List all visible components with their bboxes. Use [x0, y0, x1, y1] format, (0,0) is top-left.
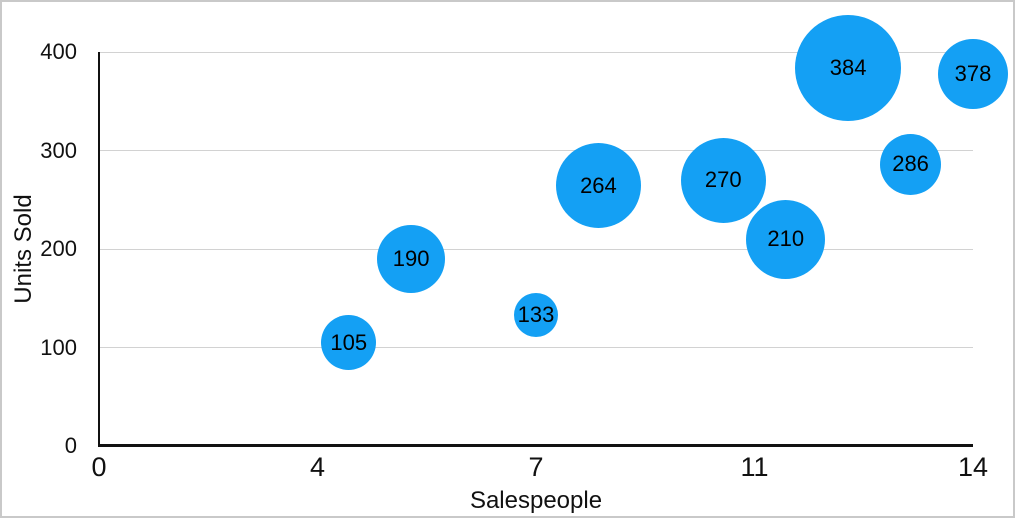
gridline-y-200 [99, 248, 973, 250]
y-tick-label-300: 300 [40, 137, 77, 163]
x-tick-label-4: 4 [309, 452, 326, 482]
y-axis-line [98, 52, 100, 446]
y-tick-label-400: 400 [40, 39, 77, 64]
y-tick-label-200: 200 [40, 236, 77, 261]
bubble-label: 105 [330, 329, 368, 355]
bubble-286: 286 [880, 133, 942, 195]
bubble-133: 133 [514, 292, 558, 337]
bubble-label: 190 [392, 245, 430, 271]
bubble-label: 264 [580, 172, 617, 198]
x-axis-title: Salespeople [469, 487, 603, 514]
bubble-label: 378 [954, 60, 992, 86]
bubble-378: 378 [938, 38, 1008, 109]
bubble-label: 270 [704, 167, 742, 193]
bubble-190: 190 [377, 224, 446, 293]
gridline-y-300 [99, 150, 973, 151]
bubble-label: 133 [517, 301, 555, 327]
bubble-384: 384 [795, 14, 902, 121]
bubble-label: 210 [767, 226, 805, 252]
y-axis-title: Units Sold [10, 194, 37, 304]
bubble-210: 210 [746, 199, 826, 279]
x-tick-label-0: 0 [91, 452, 107, 482]
bubble-264: 264 [555, 143, 641, 229]
y-tick-label-100: 100 [40, 334, 77, 360]
x-tick-label-14: 14 [957, 452, 989, 482]
x-tick-label-11: 11 [740, 452, 769, 482]
bubble-label: 384 [829, 54, 867, 80]
bubble-105: 105 [321, 315, 377, 371]
x-axis-line [98, 444, 973, 447]
y-tick-label-0: 0 [64, 433, 77, 458]
gridline-y-400 [99, 51, 973, 53]
gridline-y-100 [99, 347, 973, 348]
x-tick-label-7: 7 [528, 452, 544, 482]
bubble-label: 286 [892, 151, 929, 177]
bubble-270: 270 [680, 137, 766, 223]
